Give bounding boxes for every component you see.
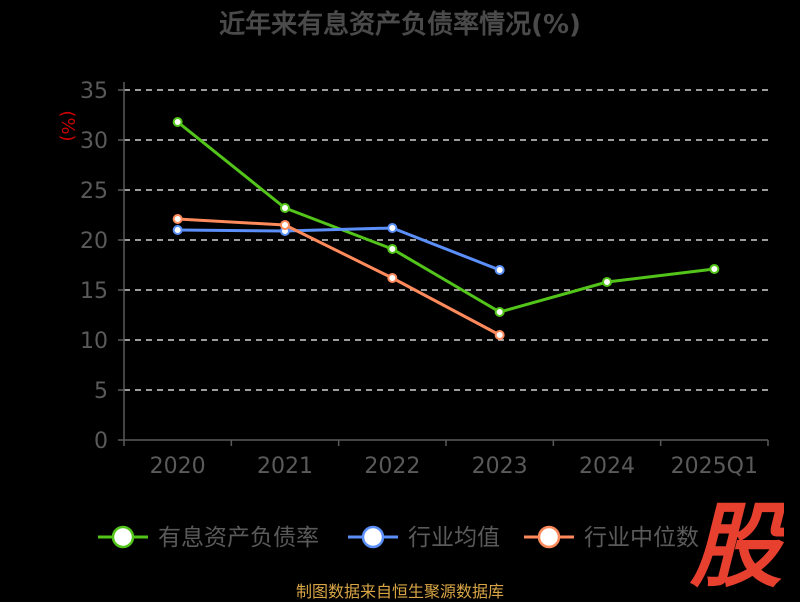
legend-label: 行业中位数 — [584, 525, 699, 551]
data-point — [387, 273, 398, 283]
legend-item-0: 有息资产负债率 — [98, 525, 319, 551]
legend-item-1: 行业均值 — [348, 525, 500, 551]
series-line — [177, 226, 501, 272]
data-point — [494, 330, 505, 340]
data-point — [172, 214, 183, 224]
data-point — [494, 265, 505, 275]
x-tick-label: 2025Q1 — [671, 454, 758, 479]
legend-marker — [361, 525, 385, 549]
y-tick-label: 30 — [80, 129, 108, 154]
legend-label: 行业均值 — [408, 525, 500, 551]
y-tick-label: 5 — [94, 379, 108, 404]
data-point — [387, 244, 398, 254]
watermark-glyph: 股 — [689, 498, 784, 588]
data-point — [172, 225, 183, 235]
x-tick-label: 2020 — [150, 454, 206, 479]
y-tick-label: 10 — [80, 329, 108, 354]
data-point — [494, 307, 505, 317]
x-tick-label: 2022 — [364, 454, 420, 479]
legend: 有息资产负债率 行业均值 行业中位数 — [98, 525, 699, 551]
y-tick-label: 20 — [80, 229, 108, 254]
x-tick-label: 2023 — [472, 454, 528, 479]
legend-item-2: 行业中位数 — [524, 525, 699, 551]
data-point — [172, 117, 183, 127]
series-line — [176, 120, 715, 314]
source-note: 制图数据来自恒生聚源数据库 — [295, 582, 504, 601]
y-tick-label: 0 — [94, 429, 108, 454]
y-tick-label: 35 — [80, 79, 108, 104]
watermark-logo: 股 — [689, 498, 784, 588]
data-point — [280, 203, 290, 213]
y-tick-label: 25 — [80, 179, 108, 204]
chart-title: 近年来有息资产负债率情况(%) — [219, 10, 581, 40]
series-line — [177, 217, 501, 337]
series-1 — [172, 223, 505, 275]
data-point — [602, 277, 612, 287]
data-point — [280, 220, 290, 230]
legend-marker — [537, 525, 561, 549]
y-tick-label: 15 — [80, 279, 108, 304]
series-layer — [172, 117, 720, 340]
grid-layer — [124, 89, 768, 391]
data-point — [709, 264, 720, 274]
data-point — [387, 223, 398, 233]
series-0 — [172, 117, 720, 317]
x-tick-label: 2021 — [257, 454, 313, 479]
series-2 — [172, 214, 505, 340]
x-tick-label: 2024 — [579, 454, 635, 479]
y-axis-unit: (%) — [57, 110, 78, 141]
legend-marker — [111, 525, 135, 549]
legend-label: 有息资产负债率 — [158, 525, 319, 551]
axis-layer: 0 5 10 15 20 25 30 35(%) 2020 2021 2022 2023 2024 202… — [57, 79, 769, 479]
